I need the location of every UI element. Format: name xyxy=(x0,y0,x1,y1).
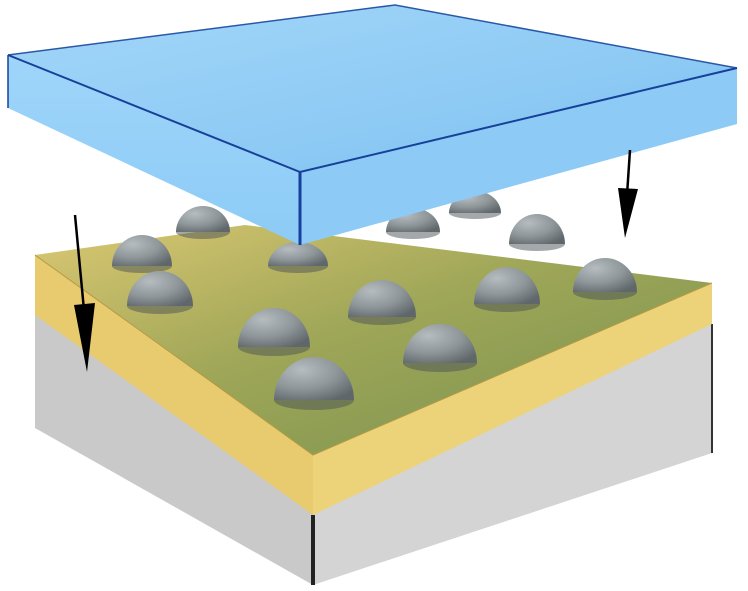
substrate-left-face xyxy=(35,298,313,585)
bump xyxy=(127,271,193,314)
substrate-right-face xyxy=(313,324,712,585)
bump xyxy=(176,206,230,239)
bump-array xyxy=(112,191,637,410)
film-layer xyxy=(34,225,713,515)
arrow-shaft xyxy=(625,149,632,196)
bump xyxy=(573,258,637,300)
bump xyxy=(268,242,328,273)
arrow-head xyxy=(74,303,95,372)
bump xyxy=(509,214,565,251)
plate-left-face xyxy=(8,55,300,245)
bump xyxy=(403,324,477,372)
plate-top-face xyxy=(8,5,737,172)
film-top-face xyxy=(35,225,712,455)
down-arrow-right xyxy=(618,149,638,238)
arrow-shaft xyxy=(73,214,86,311)
top-plate xyxy=(7,4,738,245)
arrow-head xyxy=(618,188,638,238)
down-arrow-left xyxy=(73,214,95,372)
substrate-layer xyxy=(35,298,713,585)
bump xyxy=(112,235,172,273)
plate-right-face xyxy=(300,68,737,245)
plate-back-edge xyxy=(7,4,738,69)
bump xyxy=(274,357,354,410)
bump xyxy=(474,267,540,312)
bump xyxy=(238,308,310,356)
bump xyxy=(348,280,416,325)
film-left-face xyxy=(35,255,313,515)
film-right-face xyxy=(313,283,712,515)
film-edge xyxy=(34,254,713,456)
